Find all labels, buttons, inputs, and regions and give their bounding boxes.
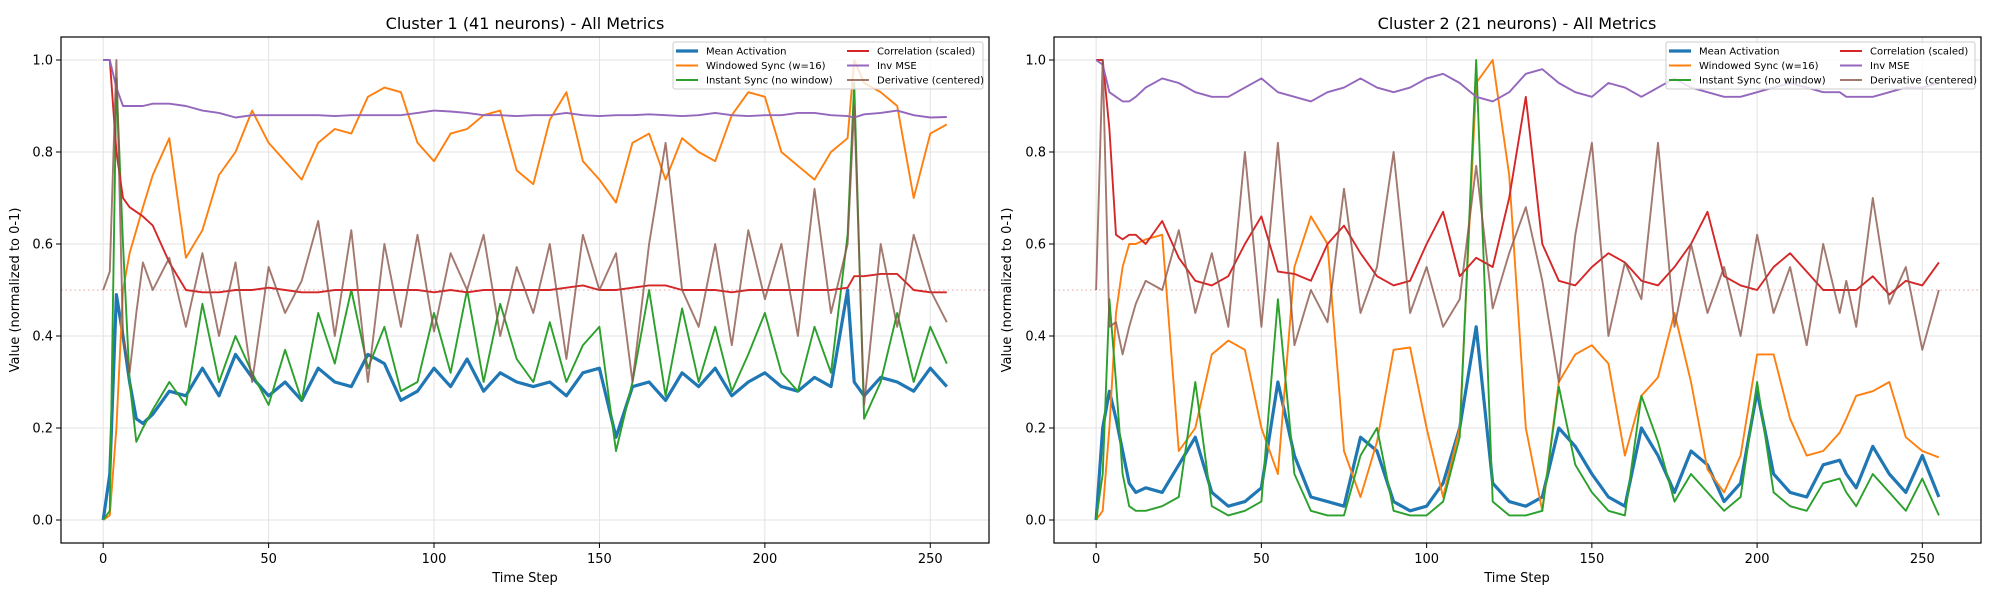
y-tick-label: 0.2 xyxy=(1025,422,1046,437)
x-tick-label: 200 xyxy=(752,552,777,567)
x-tick-label: 250 xyxy=(918,552,943,567)
series-group xyxy=(101,59,948,521)
series-line-inv-mse xyxy=(103,59,947,119)
series-line-mean-activation xyxy=(1094,325,1941,521)
chart-title: Cluster 1 (41 neurons) - All Metrics xyxy=(386,14,665,33)
legend-item: Derivative (centered) xyxy=(1840,76,1977,87)
y-tick-label: 0.4 xyxy=(32,330,53,345)
y-tick-label: 1.0 xyxy=(1025,54,1046,69)
x-tick-label: 0 xyxy=(1092,552,1100,567)
series-line-instant-sync-no-window xyxy=(102,77,948,521)
y-tick-label: 0.2 xyxy=(32,422,53,437)
legend-label: Inv MSE xyxy=(1870,61,1910,72)
y-tick-label: 0.0 xyxy=(32,514,53,529)
legend-item: Inv MSE xyxy=(847,61,917,72)
legend: Mean Activation Windowed Sync (w=16) Insta… xyxy=(1665,41,1977,90)
axes-frame xyxy=(60,36,990,544)
y-axis-label: Value (normalized to 0-1) xyxy=(8,208,23,373)
legend-item: Instant Sync (no window) xyxy=(1669,76,1826,87)
x-tick-label: 0 xyxy=(99,552,107,567)
chart-cluster-1: Cluster 1 (41 neurons) - All Metrics Tim… xyxy=(8,14,990,586)
legend-label: Derivative (centered) xyxy=(877,76,984,87)
series-line-windowed-sync-w-16 xyxy=(102,59,948,521)
y-axis-label: Value (normalized to 0-1) xyxy=(1000,208,1015,373)
x-tick-label: 50 xyxy=(1253,552,1270,567)
legend-label: Correlation (scaled) xyxy=(1870,47,1968,58)
y-tick-label: 0.6 xyxy=(32,238,53,253)
series-group xyxy=(1094,59,1941,521)
x-tick-label: 50 xyxy=(260,552,277,567)
y-tick-label: 0.8 xyxy=(1025,146,1046,161)
x-tick-label: 100 xyxy=(1414,552,1439,567)
y-tick-label: 0.8 xyxy=(32,146,53,161)
legend-label: Mean Activation xyxy=(1699,47,1780,58)
y-tick-label: 0.4 xyxy=(1025,330,1046,345)
x-axis-label: Time Step xyxy=(491,571,558,586)
chart-cluster-2: Cluster 2 (21 neurons) - All Metrics Tim… xyxy=(1000,14,1982,586)
legend-item: Windowed Sync (w=16) xyxy=(676,61,826,72)
legend-box xyxy=(1665,41,1976,90)
series-line-windowed-sync-w-16 xyxy=(1095,59,1940,521)
x-tick-label: 100 xyxy=(422,552,447,567)
series-line-derivative-centered xyxy=(102,59,948,406)
legend: Mean Activation Windowed Sync (w=16) Insta… xyxy=(672,41,984,90)
legend-item: Derivative (centered) xyxy=(847,76,984,87)
legend-label: Instant Sync (no window) xyxy=(706,76,833,87)
chart-title: Cluster 2 (21 neurons) - All Metrics xyxy=(1378,14,1657,33)
y-tick-label: 0.6 xyxy=(1025,238,1046,253)
x-tick-label: 200 xyxy=(1745,552,1770,567)
axes-frame xyxy=(1053,36,1982,544)
legend-label: Inv MSE xyxy=(877,61,917,72)
series-line-correlation-scaled xyxy=(103,59,947,294)
series-line-mean-activation xyxy=(101,288,948,521)
legend-item: Instant Sync (no window) xyxy=(676,76,833,87)
legend-label: Instant Sync (no window) xyxy=(1699,76,1826,87)
legend-label: Derivative (centered) xyxy=(1870,76,1977,87)
y-tick-label: 0.0 xyxy=(1025,514,1046,529)
series-line-instant-sync-no-window xyxy=(1095,59,1940,521)
legend-label: Windowed Sync (w=16) xyxy=(706,61,826,72)
legend-label: Mean Activation xyxy=(706,47,787,58)
x-tick-label: 150 xyxy=(587,552,612,567)
legend-item: Mean Activation xyxy=(676,47,787,58)
series-line-correlation-scaled xyxy=(1096,59,1940,296)
x-tick-label: 250 xyxy=(1910,552,1935,567)
y-tick-label: 1.0 xyxy=(32,54,53,69)
legend-box xyxy=(672,41,984,90)
x-tick-label: 150 xyxy=(1579,552,1604,567)
legend-item: Correlation (scaled) xyxy=(1840,47,1968,58)
x-axis-label: Time Step xyxy=(1483,571,1550,586)
legend-item: Windowed Sync (w=16) xyxy=(1669,61,1819,72)
legend-item: Mean Activation xyxy=(1669,47,1780,58)
series-line-derivative-centered xyxy=(1095,59,1940,383)
legend-label: Correlation (scaled) xyxy=(877,47,975,58)
legend-label: Windowed Sync (w=16) xyxy=(1699,61,1819,72)
legend-item: Inv MSE xyxy=(1840,61,1910,72)
legend-item: Correlation (scaled) xyxy=(847,47,975,58)
